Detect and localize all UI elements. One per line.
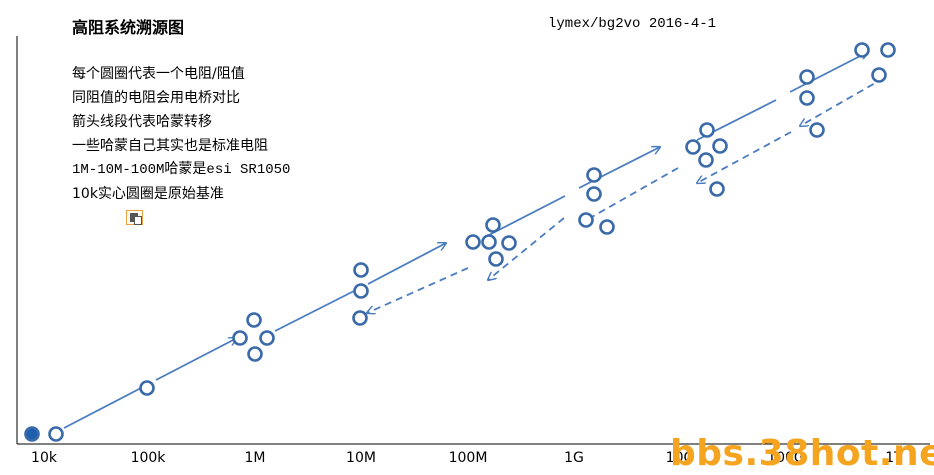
- author-credit: lymex/bg2vo 2016-4-1: [548, 16, 717, 32]
- x-tick-label: 1G: [564, 450, 584, 466]
- x-tick-label: 1M: [245, 450, 266, 466]
- resistor-node: [259, 330, 275, 346]
- resistor-node: [586, 167, 602, 183]
- resistor-node: [465, 234, 481, 250]
- resistor-node: [353, 262, 369, 278]
- dashed-transfer-line: [800, 77, 885, 126]
- resistor-node: [353, 283, 369, 299]
- resistor-node: [352, 310, 368, 326]
- solid-transfer-line: [486, 195, 566, 237]
- x-tick-label: 10G: [666, 450, 695, 466]
- note-line: 每个圆圈代表一个电阻/阻值: [72, 66, 245, 82]
- resistor-node: [709, 181, 725, 197]
- solid-transfer-line: [63, 387, 142, 429]
- solid-transfer-line: [789, 52, 868, 93]
- resistor-node: [488, 251, 504, 267]
- diagram-title: 高阻系统溯源图: [72, 18, 185, 37]
- resistor-node: [485, 217, 501, 233]
- x-tick-label: 100G: [767, 450, 805, 466]
- resistor-node: [799, 90, 815, 106]
- x-tick-label: 10k: [31, 450, 58, 466]
- x-tick-label: 100k: [131, 450, 167, 466]
- resistor-node: [481, 234, 497, 250]
- note-line: 10k实心圆圈是原始基准: [72, 186, 224, 202]
- solid-transfer-line: [274, 290, 355, 332]
- resistor-node: [880, 42, 896, 58]
- transfer-lines: [63, 52, 885, 429]
- resistor-nodes: [24, 42, 896, 442]
- note-line: 一些哈蒙自己其实也是标准电阻: [72, 138, 268, 154]
- dashed-transfer-line: [697, 131, 792, 183]
- primary-standard-node: [24, 426, 40, 442]
- dashed-transfer-line: [583, 167, 679, 222]
- solid-transfer-line: [155, 338, 237, 381]
- dashed-transfer-line: [367, 267, 469, 313]
- resistor-node: [139, 380, 155, 396]
- resistor-node: [247, 346, 263, 362]
- resistor-node: [48, 426, 64, 442]
- resistor-node: [599, 219, 615, 235]
- resistor-node: [799, 69, 815, 85]
- resistor-node: [809, 122, 825, 138]
- x-tick-label: 1T: [885, 450, 903, 466]
- resistor-node: [578, 212, 594, 228]
- x-tick-label: 100M: [449, 450, 488, 466]
- resistor-node: [246, 312, 262, 328]
- resistor-node: [712, 138, 728, 154]
- note-line: 同阻值的电阻会用电桥对比: [72, 90, 240, 106]
- resistor-node: [232, 330, 248, 346]
- resistor-node: [699, 122, 715, 138]
- paste-icon[interactable]: [126, 210, 143, 225]
- resistor-node: [698, 152, 714, 168]
- resistor-node: [854, 42, 870, 58]
- axis-frame: [16, 36, 930, 445]
- x-tick-labels: 10k 100k 1M 10M 100M 1G 10G 100G 1T: [31, 450, 903, 466]
- resistor-node: [685, 139, 701, 155]
- resistor-node: [501, 235, 517, 251]
- note-line: 1M-10M-100M哈蒙是esi SR1050: [72, 162, 291, 178]
- x-tick-label: 10M: [346, 450, 376, 466]
- dashed-transfer-line: [488, 217, 565, 280]
- solid-transfer-line: [367, 243, 446, 285]
- resistor-node: [871, 67, 887, 83]
- note-line: 箭头线段代表哈蒙转移: [72, 114, 212, 130]
- legend-notes: 每个圆圈代表一个电阻/阻值 同阻值的电阻会用电桥对比 箭头线段代表哈蒙转移 一些…: [72, 62, 290, 206]
- resistor-node: [586, 186, 602, 202]
- watermark-text: bbs.38hot.net: [670, 433, 934, 474]
